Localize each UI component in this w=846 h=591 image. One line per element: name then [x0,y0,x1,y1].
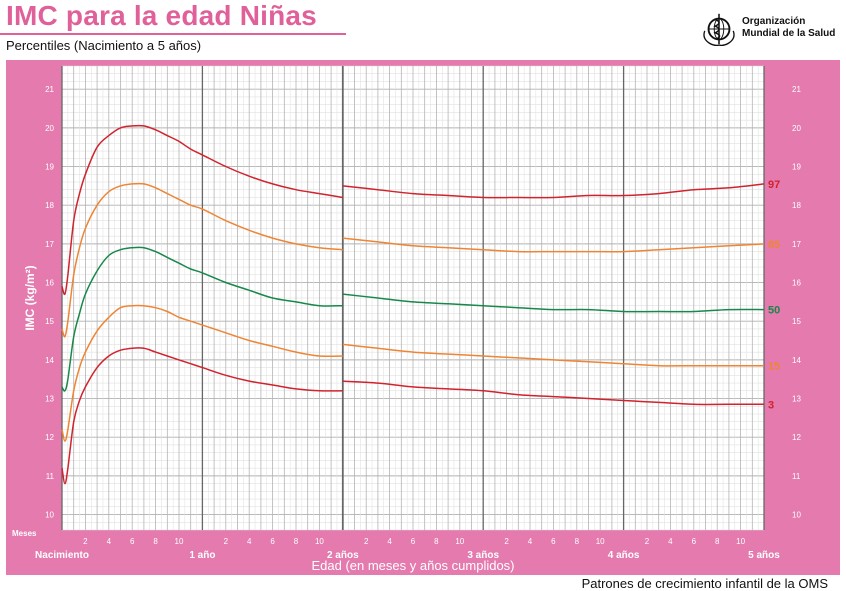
x-tick-label-month: 2 [364,537,369,546]
x-axis-title: Edad (en meses y años cumplidos) [311,558,514,573]
x-tick-label-month: 2 [504,537,509,546]
y-tick-label-right: 12 [792,433,801,442]
percentile-97-label: 97 [768,179,780,191]
x-tick-label-month: 10 [736,537,745,546]
y-axis-title: IMC (kg/m²) [23,265,37,330]
bmi-chart: 10 10 11 11 12 12 13 13 14 14 15 15 16 16 17 17 18 18 19 19… [12,65,801,573]
y-tick-label-left: 13 [45,395,54,404]
x-tick-label-month: 6 [411,537,416,546]
y-tick-label-left: 11 [46,472,55,481]
chart-frame: 10 10 11 11 12 12 13 13 14 14 15 15 16 16 17 17 18 18 19 19… [6,60,840,575]
percentile-50-line [342,293,765,313]
x-tick-label-month: 6 [551,537,556,546]
percentile-3-label: 3 [768,399,774,411]
y-tick-label-right: 14 [792,356,801,365]
y-tick-label-right: 20 [792,124,801,133]
x-tick-label-month: 6 [692,537,697,546]
y-tick-label-left: 15 [45,317,54,326]
percentile-85-line [342,237,765,253]
percentile-85-line [61,182,343,338]
x-tick-label-month: 2 [645,537,650,546]
x-tick-label-month: 4 [387,537,392,546]
x-tick-label-month: 6 [270,537,275,546]
y-tick-label-right: 13 [792,395,801,404]
x-tick-label-month: 8 [715,537,720,546]
y-tick-label-left: 14 [45,356,54,365]
y-tick-label-left: 10 [45,511,54,520]
y-tick-label-right: 10 [792,511,801,520]
x-tick-label-month: 8 [294,537,299,546]
percentile-15-line [61,304,343,442]
percentile-15-label: 15 [768,361,780,373]
percentile-85-label: 85 [768,239,780,251]
y-tick-label-right: 21 [792,85,801,94]
x-tick-label-year: 5 años [748,550,780,561]
y-tick-label-right: 16 [792,279,801,288]
y-tick-label-left: 18 [45,201,54,210]
y-tick-label-left: 17 [45,240,54,249]
footer-source: Patrones de crecimiento infantil de la O… [581,576,828,591]
page-title: IMC para la edad Niñas [6,0,317,31]
who-name-line2: Mundial de la Salud [742,28,836,39]
x-tick-label-month: 8 [434,537,439,546]
x-tick-label-month: 10 [455,537,464,546]
x-tick-label-month: 6 [130,537,135,546]
x-tick-label-month: 10 [596,537,605,546]
percentile-50-label: 50 [768,305,780,317]
x-tick-label-month: 8 [153,537,158,546]
y-tick-label-left: 20 [45,124,54,133]
y-tick-label-left: 12 [45,433,54,442]
x-unit-label: Meses [12,529,37,538]
percentile-3-line [61,347,343,485]
y-tick-label-right: 15 [792,317,801,326]
x-tick-label-month: 4 [107,537,112,546]
y-tick-label-left: 21 [45,85,54,94]
y-tick-label-right: 11 [792,472,801,481]
percentile-3-line [342,380,764,406]
x-tick-label-month: 10 [315,537,324,546]
percentile-15-line [342,343,764,367]
page-subtitle: Percentiles (Nacimiento a 5 años) [6,38,202,53]
x-tick-label-month: 8 [575,537,580,546]
y-tick-label-right: 17 [792,240,801,249]
title-underline [0,33,346,35]
y-tick-label-left: 16 [45,279,54,288]
x-tick-label-year: 4 años [608,550,640,561]
x-tick-label-year: 3 años [467,550,499,561]
percentile-97-line [61,124,343,296]
who-emblem-icon [703,13,735,47]
percentile-50-line [61,246,343,392]
who-branding: Organización Mundial de la Salud [700,10,840,50]
who-name: Organización Mundial de la Salud [742,16,842,40]
x-tick-label-year: 2 años [327,550,359,561]
y-tick-label-right: 18 [792,201,801,210]
who-name-line1: Organización [742,16,806,27]
x-tick-label-month: 4 [247,537,252,546]
x-tick-label-month: 4 [668,537,673,546]
x-tick-label-year: 1 año [189,550,215,561]
x-tick-label-month: 10 [175,537,184,546]
x-tick-label-month: 2 [224,537,229,546]
x-tick-label-year: Nacimiento [35,550,89,561]
x-tick-label-month: 2 [83,537,88,546]
y-tick-label-left: 19 [45,163,54,172]
percentile-97-line [342,183,765,199]
y-tick-label-right: 19 [792,163,801,172]
x-tick-label-month: 4 [528,537,533,546]
